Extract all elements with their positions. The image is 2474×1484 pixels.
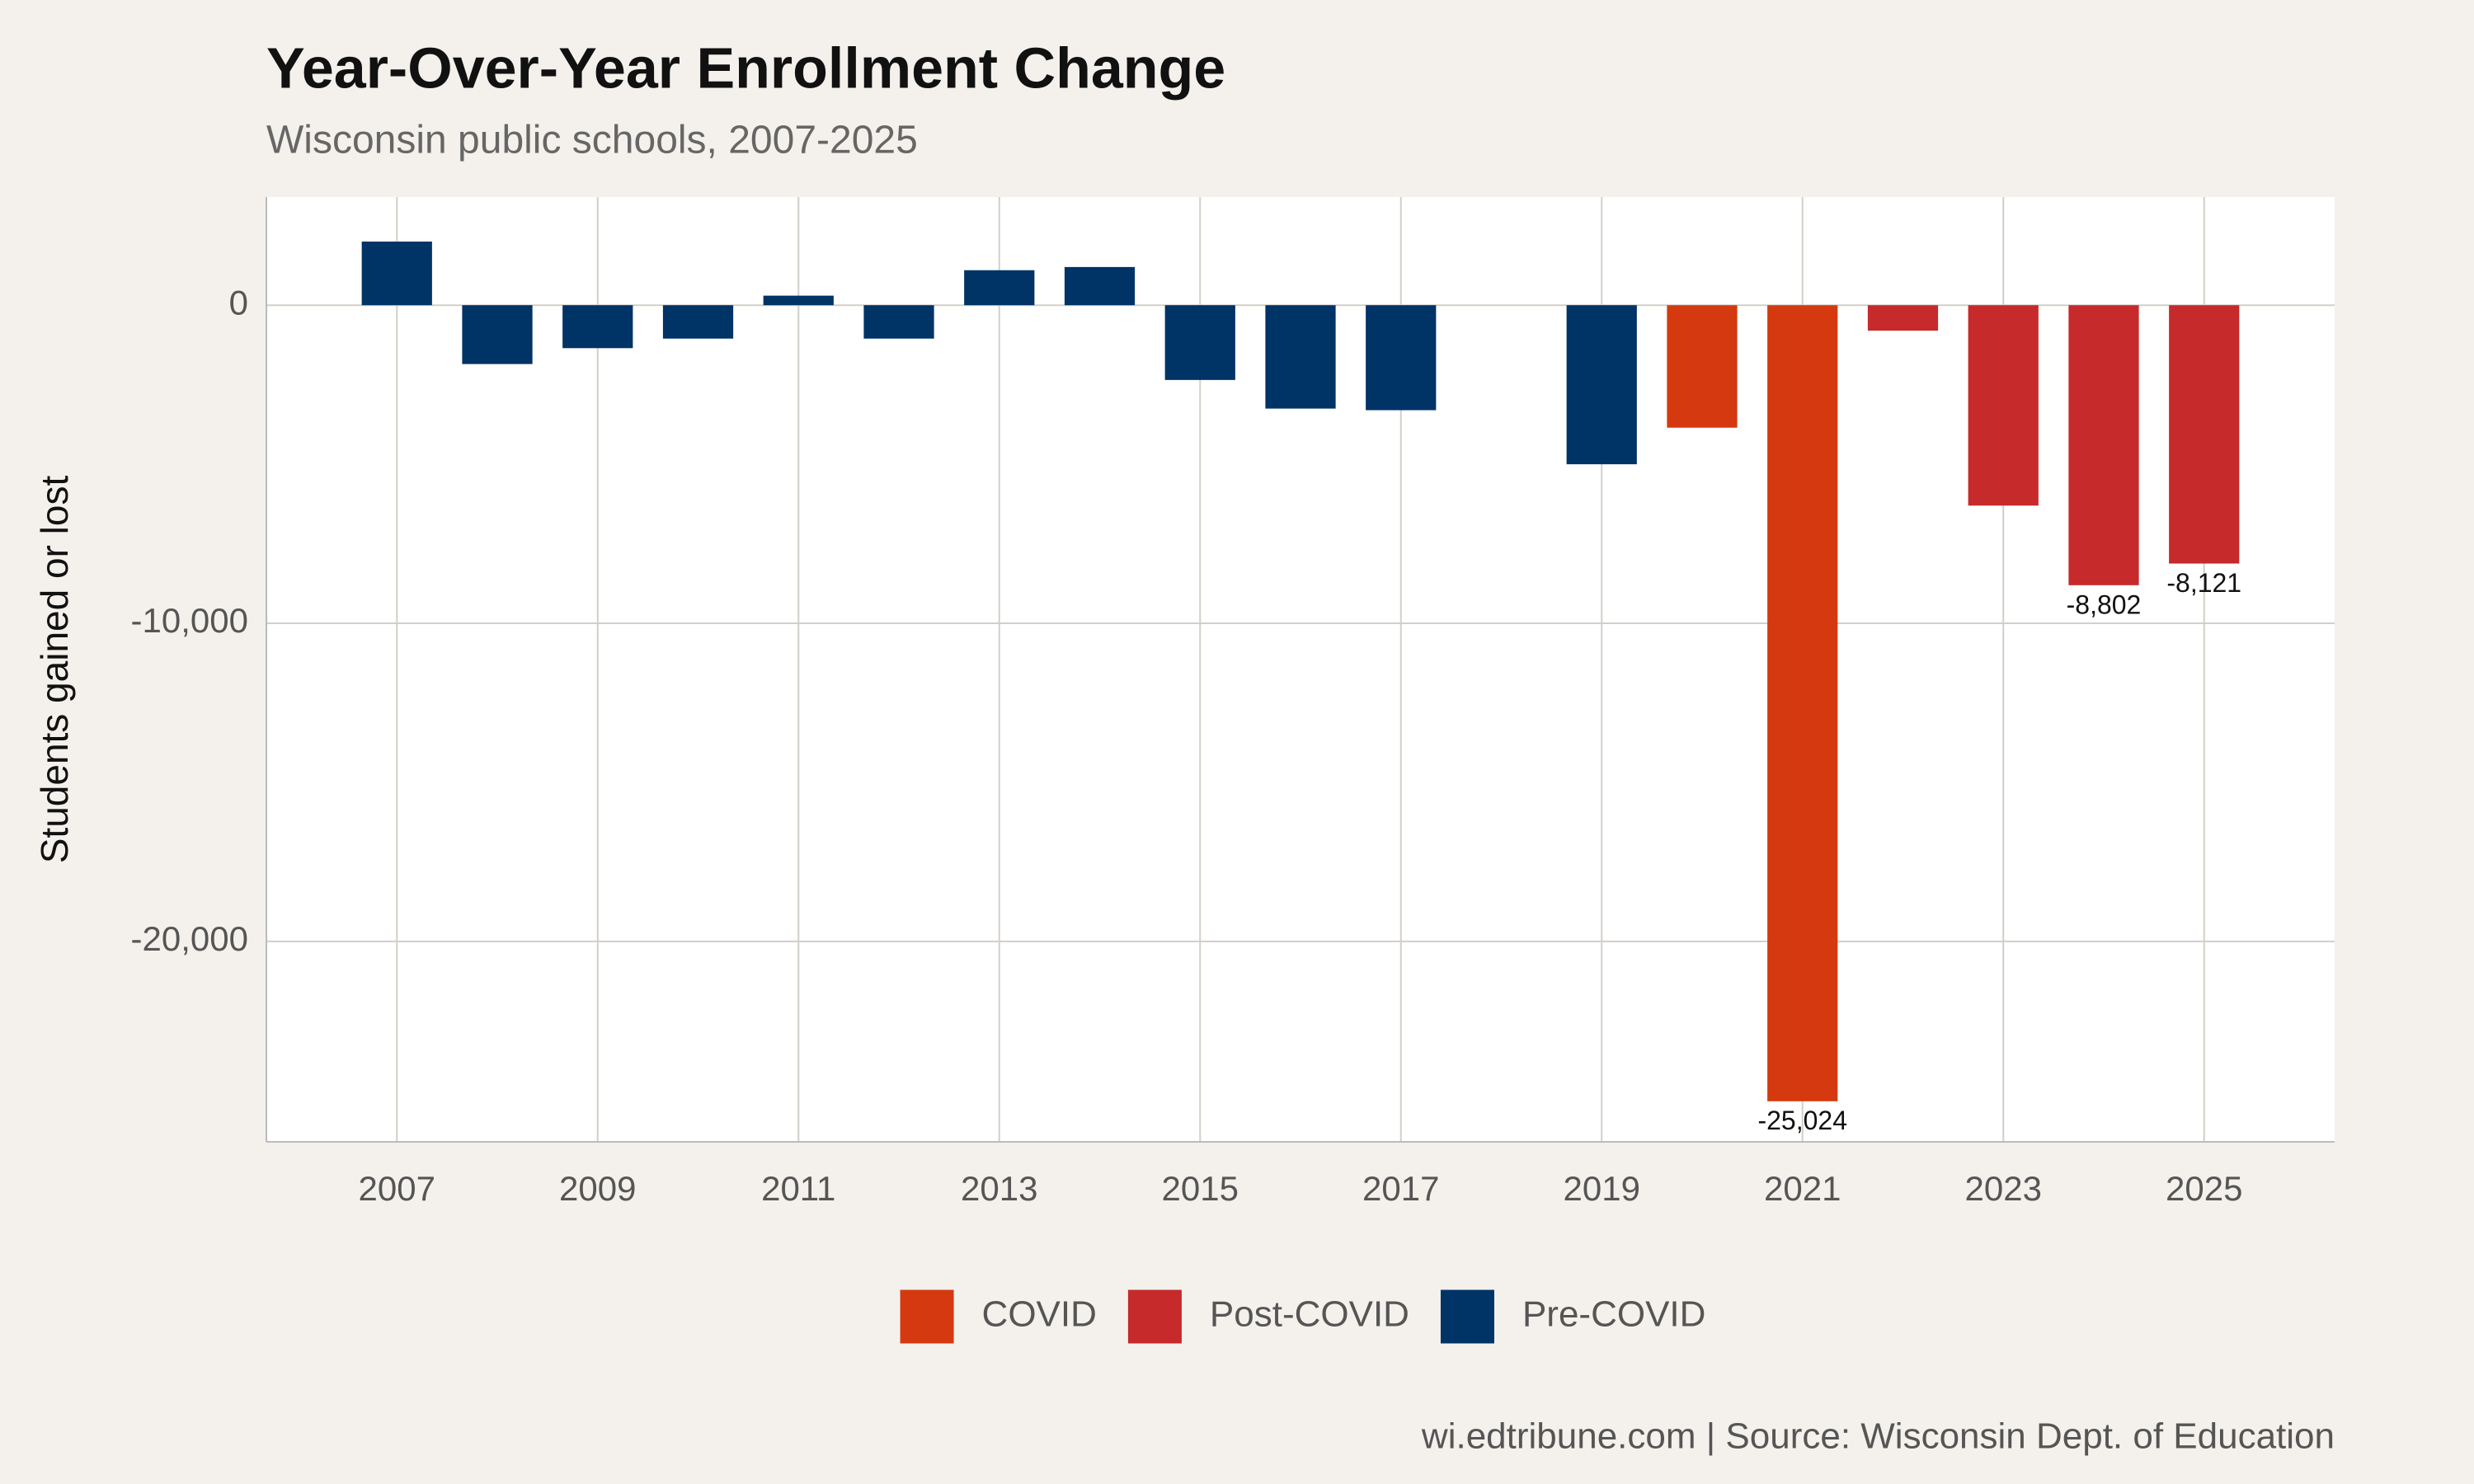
data-label: -8,121 xyxy=(2166,568,2241,598)
y-tick-label: -10,000 xyxy=(131,601,248,640)
bar xyxy=(2169,305,2240,564)
y-tick-label: 0 xyxy=(229,283,248,322)
chart-subtitle: Wisconsin public schools, 2007-2025 xyxy=(266,119,918,162)
legend-label: Pre-COVID xyxy=(1522,1294,1705,1335)
bar xyxy=(361,242,432,306)
bar xyxy=(662,305,734,339)
caption: wi.edtribune.com | Source: Wisconsin Dep… xyxy=(1421,1416,2335,1457)
bar xyxy=(1265,305,1336,409)
bar xyxy=(1767,305,1838,1101)
legend-label: COVID xyxy=(982,1294,1097,1335)
x-tick-label: 2019 xyxy=(1564,1169,1640,1208)
bar xyxy=(863,305,934,339)
bar xyxy=(562,305,633,349)
bar xyxy=(2068,305,2139,585)
bar xyxy=(1968,305,2039,506)
bar xyxy=(763,295,834,306)
x-tick-label: 2015 xyxy=(1162,1169,1239,1208)
x-tick-label: 2021 xyxy=(1764,1169,1841,1208)
bar xyxy=(964,270,1035,306)
bar xyxy=(1667,305,1738,428)
y-axis-label: Students gained or lost xyxy=(33,476,76,864)
legend-label: Post-COVID xyxy=(1210,1294,1409,1335)
bar xyxy=(462,305,533,364)
bar xyxy=(1867,305,1939,331)
x-tick-label: 2007 xyxy=(359,1169,435,1208)
legend-key xyxy=(900,1289,954,1344)
bar xyxy=(1366,305,1437,411)
legend-key xyxy=(1440,1289,1494,1344)
bar xyxy=(1566,305,1637,465)
x-tick-label: 2009 xyxy=(559,1169,636,1208)
data-label: -8,802 xyxy=(2067,589,2142,619)
bar xyxy=(1164,305,1235,380)
chart-title: Year-Over-Year Enrollment Change xyxy=(266,35,1225,100)
data-label: -25,024 xyxy=(1757,1106,1847,1135)
x-tick-label: 2017 xyxy=(1362,1169,1439,1208)
legend-key xyxy=(1127,1289,1182,1344)
x-tick-label: 2023 xyxy=(1965,1169,2042,1208)
bar xyxy=(1064,266,1136,306)
x-tick-label: 2011 xyxy=(761,1169,835,1208)
y-tick-label: -20,000 xyxy=(131,919,248,958)
x-tick-label: 2025 xyxy=(2166,1169,2242,1208)
x-tick-label: 2013 xyxy=(961,1169,1037,1208)
